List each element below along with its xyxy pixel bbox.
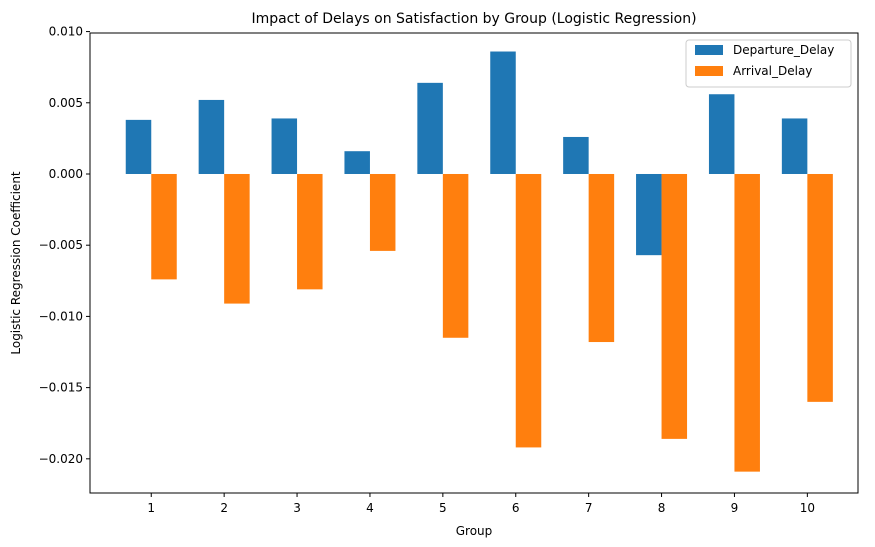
y-tick-label: −0.005 [39, 238, 83, 252]
bar-arrival-group-4 [369, 173, 396, 251]
bar-departure-group-6 [490, 51, 516, 174]
x-tick-label: 9 [731, 501, 739, 515]
bars-layer [125, 51, 833, 472]
x-tick-label: 8 [658, 501, 666, 515]
y-tick-label: 0.010 [49, 25, 83, 39]
y-axis-title: Logistic Regression Coefficient [9, 171, 23, 355]
y-axis: 0.010 0.005 0.000 −0.005 −0.010 −0.015 −0.020 [39, 25, 90, 466]
x-tick-label: 3 [293, 501, 301, 515]
x-tick-label: 1 [147, 501, 155, 515]
bar-arrival-group-10 [807, 173, 833, 402]
bar-arrival-group-8 [661, 173, 688, 439]
x-tick-label: 10 [800, 501, 815, 515]
bar-departure-group-8 [636, 173, 662, 256]
bar-arrival-group-2 [224, 173, 250, 304]
bar-arrival-group-9 [734, 173, 760, 472]
bar-arrival-group-6 [515, 173, 542, 448]
x-axis-title: Group [456, 524, 493, 538]
legend: Departure_Delay Arrival_Delay [685, 39, 852, 88]
bar-departure-group-5 [417, 82, 443, 174]
legend-swatch-departure [695, 45, 723, 55]
y-tick-label: −0.010 [39, 309, 83, 323]
plot-frame [89, 32, 859, 494]
bar-arrival-group-3 [297, 173, 323, 290]
legend-swatch-arrival [695, 66, 723, 76]
bar-arrival-group-7 [588, 173, 615, 343]
y-tick-label: −0.015 [39, 381, 83, 395]
bar-departure-group-9 [708, 94, 735, 174]
legend-box [685, 39, 852, 88]
y-tick-label: −0.020 [39, 452, 83, 466]
bar-departure-group-7 [563, 136, 589, 174]
chart-title: Impact of Delays on Satisfaction by Grou… [251, 11, 696, 27]
legend-label-departure: Departure_Delay [733, 43, 834, 57]
legend-label-arrival: Arrival_Delay [733, 64, 812, 78]
x-axis: 1 2 3 4 5 6 7 8 9 10 [147, 493, 815, 515]
x-tick-label: 4 [366, 501, 374, 515]
x-tick-label: 5 [439, 501, 447, 515]
x-tick-label: 2 [220, 501, 228, 515]
x-tick-label: 6 [512, 501, 520, 515]
bar-departure-group-3 [271, 118, 298, 174]
bar-arrival-group-5 [442, 173, 469, 338]
y-tick-label: 0.005 [49, 96, 83, 110]
y-tick-label: 0.000 [49, 167, 83, 181]
bar-departure-group-10 [781, 118, 808, 174]
x-tick-label: 7 [585, 501, 593, 515]
bar-arrival-group-1 [151, 173, 177, 280]
bar-departure-group-1 [125, 119, 152, 174]
bar-departure-group-2 [198, 99, 225, 174]
bar-departure-group-4 [344, 151, 370, 174]
